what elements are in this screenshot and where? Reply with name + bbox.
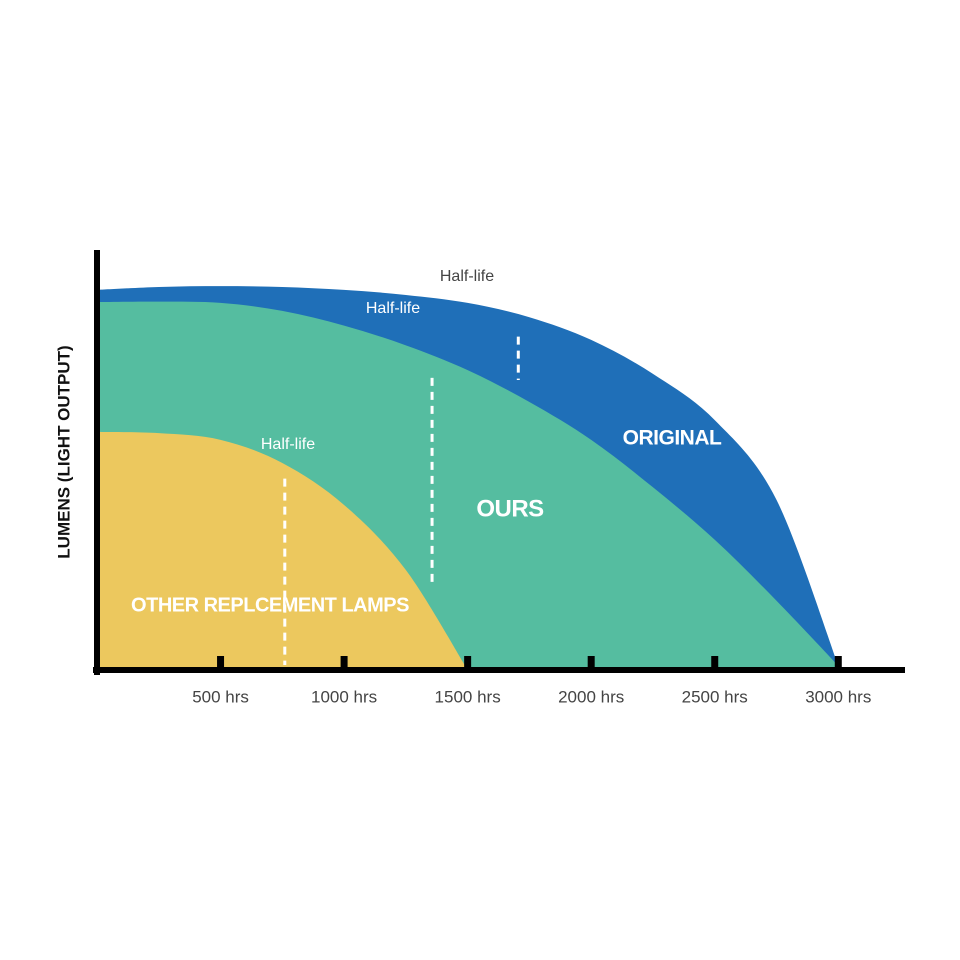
x-tick-label: 500 hrs bbox=[192, 687, 249, 706]
areas bbox=[97, 286, 839, 670]
half-life-label: Half-life bbox=[440, 268, 494, 285]
half-life-label: Half-life bbox=[366, 300, 420, 317]
x-tick-label: 1500 hrs bbox=[435, 687, 501, 706]
overlay: ORIGINAL OURS OTHER REPLCEMENT LAMPS Half-l… bbox=[131, 268, 722, 665]
x-tick-label: 1000 hrs bbox=[311, 687, 377, 706]
x-tick-label: 3000 hrs bbox=[805, 687, 871, 706]
x-tick-label: 2500 hrs bbox=[682, 687, 748, 706]
series-label: OTHER REPLCEMENT LAMPS bbox=[131, 594, 409, 616]
series-label: ORIGINAL bbox=[623, 427, 722, 450]
x-tick-label: 2000 hrs bbox=[558, 687, 624, 706]
area bbox=[97, 431, 468, 670]
series-label: OURS bbox=[476, 495, 544, 522]
y-axis-title: LUMENS (LIGHT OUTPUT) bbox=[54, 345, 73, 558]
half-life-label: Half-life bbox=[261, 436, 315, 453]
